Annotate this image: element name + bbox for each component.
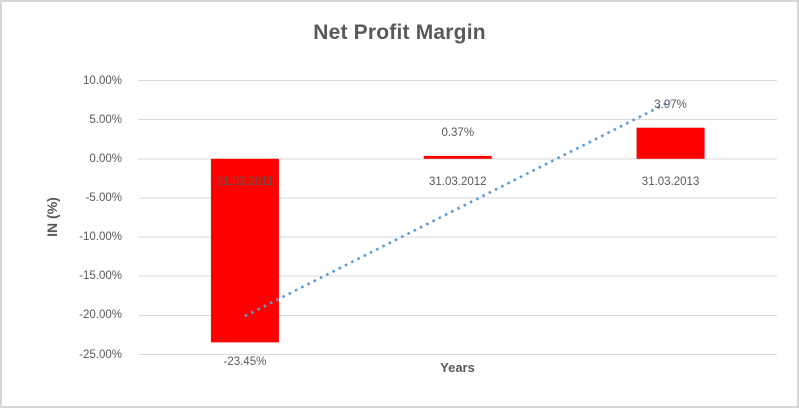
chart-title: Net Profit Margin <box>313 21 486 44</box>
x-axis-title: Years <box>440 360 475 375</box>
trendline <box>244 100 672 318</box>
bar-31-03-2011 <box>210 158 279 343</box>
bar-31-03-2012 <box>423 155 492 159</box>
bar-31-03-2013 <box>636 127 705 159</box>
